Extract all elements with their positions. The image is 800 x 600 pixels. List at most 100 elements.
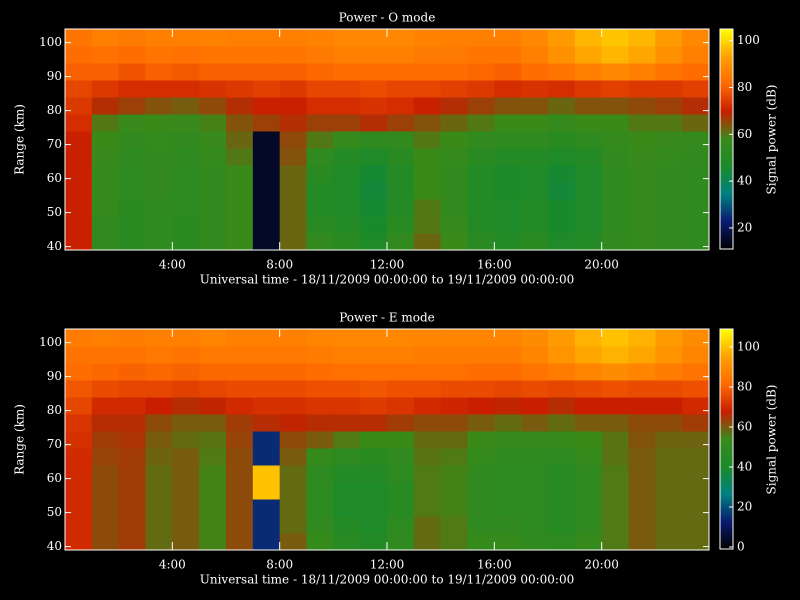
heat-cell	[333, 516, 361, 534]
heat-cell	[548, 346, 576, 364]
heat-cell	[574, 363, 603, 381]
heat-cell	[199, 431, 227, 449]
heat-cell	[306, 465, 334, 483]
heat-cell	[548, 363, 576, 381]
heat-cell	[172, 380, 200, 398]
heat-cell	[279, 397, 307, 415]
heat-cell	[199, 380, 227, 398]
heat-cell	[682, 533, 709, 550]
heat-cell	[226, 533, 254, 550]
heat-cell	[65, 165, 93, 183]
heat-cell	[655, 431, 683, 449]
heat-cell	[65, 380, 93, 398]
heat-cell	[440, 182, 468, 200]
heat-cell	[118, 29, 146, 47]
heat-cell	[279, 482, 307, 500]
heat-cell	[118, 346, 146, 364]
heat-cell	[467, 46, 495, 64]
heat-cell	[682, 448, 709, 466]
heat-cell	[118, 465, 146, 483]
heat-cell	[172, 46, 200, 64]
heat-cell	[574, 63, 603, 81]
heatmap	[65, 29, 709, 250]
heat-cell	[521, 516, 549, 534]
heat-cell	[628, 182, 656, 200]
y-tick-label: 90	[47, 369, 62, 383]
heat-cell	[413, 63, 442, 81]
heat-cell	[279, 46, 307, 64]
heat-cell	[628, 131, 656, 149]
heat-cell	[65, 499, 93, 517]
heat-cell	[252, 216, 281, 234]
heat-cell	[333, 346, 361, 364]
heat-cell	[360, 182, 388, 200]
heat-cell	[601, 165, 629, 183]
heat-cell	[360, 414, 388, 432]
heat-cell	[333, 465, 361, 483]
heat-cell	[467, 165, 495, 183]
heat-cell	[387, 533, 415, 550]
heat-cell	[548, 46, 576, 64]
heat-cell	[413, 131, 442, 149]
heat-cell	[521, 346, 549, 364]
heat-cell	[333, 397, 361, 415]
heat-cell	[252, 165, 281, 183]
colorbar-label: Signal power (dB)	[765, 385, 779, 495]
heat-cell	[226, 448, 254, 466]
heat-cell	[306, 516, 334, 534]
colorbar-tick-label: 40	[737, 460, 752, 474]
x-tick-label: 20:00	[584, 558, 619, 572]
heat-cell	[521, 465, 549, 483]
heat-cell	[655, 182, 683, 200]
heat-cell	[601, 329, 629, 347]
heat-cell	[440, 482, 468, 500]
heat-cell	[118, 97, 146, 115]
heat-cell	[574, 131, 603, 149]
heat-cell	[279, 346, 307, 364]
heat-cell	[172, 465, 200, 483]
heat-cell	[172, 63, 200, 81]
y-tick-label: 100	[39, 35, 62, 49]
heat-cell	[548, 216, 576, 234]
heat-cell	[521, 114, 549, 132]
heat-cell	[601, 397, 629, 415]
heat-cell	[145, 482, 173, 500]
heat-cell	[494, 165, 522, 183]
heat-cell	[655, 29, 683, 47]
heat-cell	[279, 216, 307, 234]
heat-cell	[145, 182, 173, 200]
heat-cell	[548, 533, 576, 550]
heat-cell	[601, 29, 629, 47]
heat-cell	[601, 63, 629, 81]
heat-cell	[682, 216, 709, 234]
heat-cell	[333, 233, 361, 250]
heat-cell	[306, 448, 334, 466]
heat-cell	[413, 533, 442, 550]
heat-cell	[333, 414, 361, 432]
heat-cell	[65, 397, 93, 415]
heat-cell	[360, 114, 388, 132]
heat-cell	[574, 448, 603, 466]
heat-cell	[494, 431, 522, 449]
heat-cell	[574, 346, 603, 364]
heat-cell	[548, 233, 576, 250]
heat-cell	[413, 346, 442, 364]
heat-cell	[494, 80, 522, 98]
heat-cell	[494, 482, 522, 500]
heat-cell	[91, 63, 120, 81]
heat-cell	[226, 114, 254, 132]
heat-cell	[172, 216, 200, 234]
heat-cell	[333, 80, 361, 98]
heat-cell	[494, 216, 522, 234]
heat-cell	[494, 346, 522, 364]
heat-cell	[467, 148, 495, 166]
heat-cell	[145, 380, 173, 398]
heat-cell	[548, 131, 576, 149]
heat-cell	[521, 233, 549, 250]
y-tick-label: 70	[47, 137, 62, 151]
heat-cell	[655, 414, 683, 432]
heat-cell	[118, 380, 146, 398]
heat-cell	[521, 46, 549, 64]
heat-cell	[387, 397, 415, 415]
